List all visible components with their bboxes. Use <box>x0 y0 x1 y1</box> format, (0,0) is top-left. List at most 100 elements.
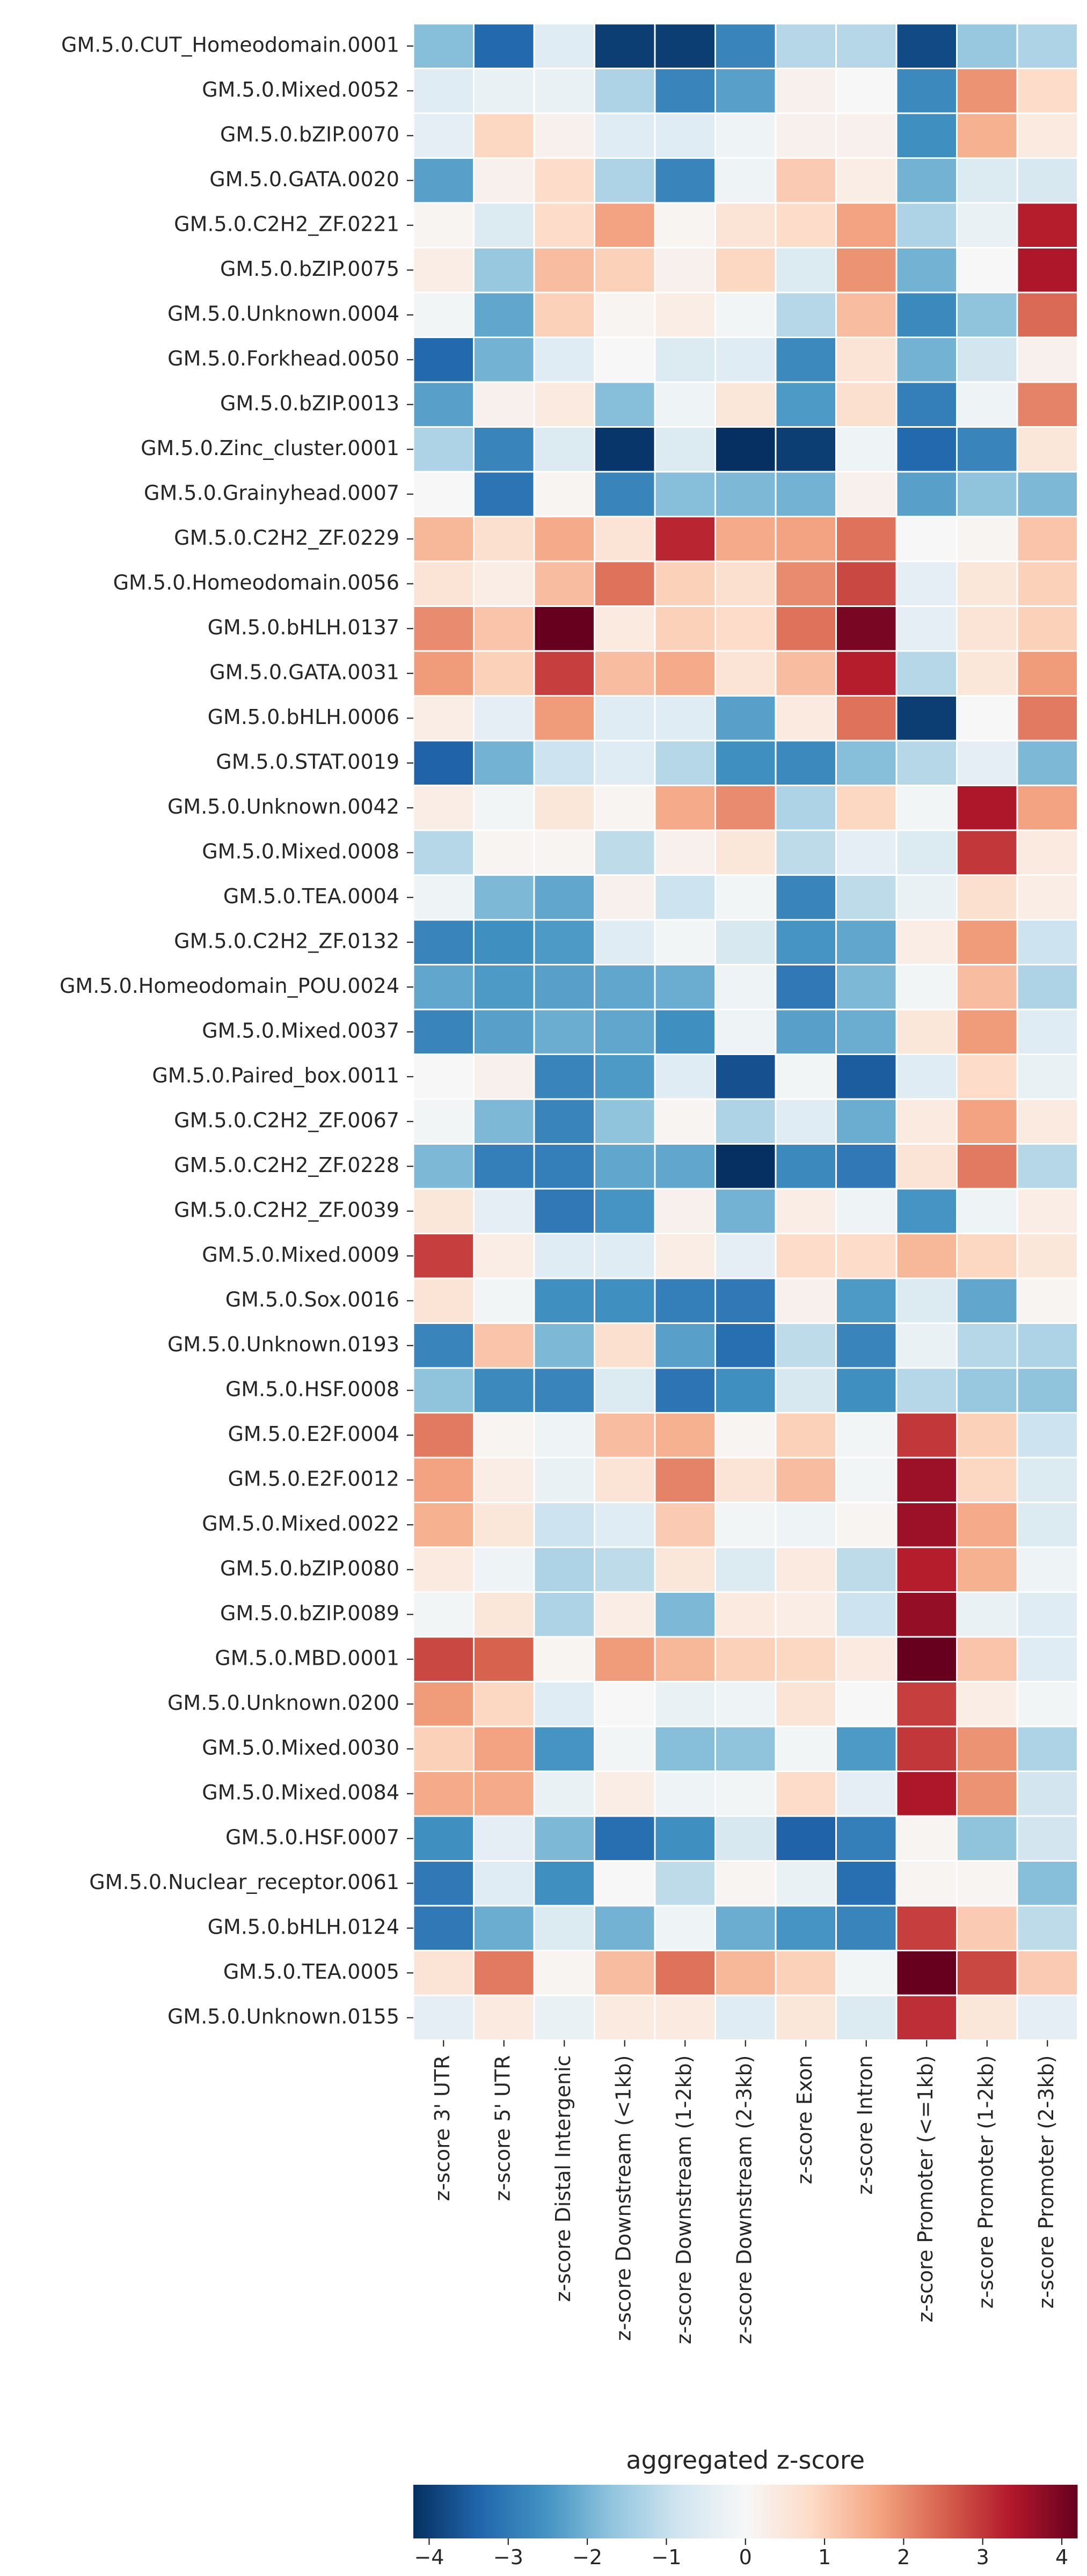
heatmap-cell <box>654 1725 716 1772</box>
heatmap-cell <box>835 1053 898 1100</box>
heatmap-cell <box>895 247 958 294</box>
heatmap-cell <box>775 1860 837 1907</box>
row-label: GM.5.0.Sox.0016 <box>225 1287 399 1311</box>
heatmap-cell <box>473 1994 535 2041</box>
heatmap-cell <box>533 1502 595 1548</box>
heatmap-cell <box>956 650 1018 697</box>
heatmap-cell <box>473 1277 535 1324</box>
heatmap-cell <box>594 336 656 383</box>
heatmap-cell <box>895 1860 958 1907</box>
heatmap-cell <box>473 23 535 69</box>
row-label: GM.5.0.Unknown.0193 <box>167 1333 399 1356</box>
heatmap-cell <box>714 919 777 965</box>
heatmap-cell <box>956 1725 1018 1772</box>
heatmap-cell <box>775 874 837 921</box>
heatmap-cell <box>835 1546 898 1593</box>
heatmap-cell <box>654 1815 716 1862</box>
heatmap-cell <box>835 1008 898 1055</box>
row-labels: GM.5.0.CUT_Homeodomain.0001 GM.5.0.Mixed.… <box>60 33 413 2028</box>
heatmap-cell <box>895 1994 958 2041</box>
heatmap-cell <box>956 1950 1018 1996</box>
heatmap-cell <box>654 202 716 248</box>
row-label: GM.5.0.Forkhead.0050 <box>167 347 399 370</box>
column-label: z-score Promoter (2-3kb) <box>1034 2055 1058 2309</box>
heatmap-cell <box>895 202 958 248</box>
heatmap-cell <box>412 202 475 248</box>
heatmap-cell <box>533 1994 595 2041</box>
heatmap-cell <box>1016 471 1078 517</box>
heatmap-cell <box>654 1770 716 1817</box>
heatmap-cell <box>412 1502 475 1548</box>
heatmap-cell <box>412 695 475 742</box>
heatmap-cell <box>654 516 716 562</box>
heatmap-cell <box>594 68 656 114</box>
heatmap-cell <box>654 1188 716 1234</box>
colorbar-ticks: −4 −3 −2 −1 0 1 2 3 4 <box>414 2538 1068 2569</box>
heatmap-cell <box>714 1636 777 1682</box>
heatmap-cell <box>412 1053 475 1100</box>
heatmap-cell <box>895 1591 958 1638</box>
heatmap-cell <box>412 1636 475 1682</box>
heatmap-cell <box>594 1188 656 1234</box>
heatmap-cell <box>956 695 1018 742</box>
heatmap-cell <box>775 1591 837 1638</box>
row-label: GM.5.0.bHLH.0006 <box>208 705 399 729</box>
row-label: GM.5.0.Unknown.0004 <box>167 302 399 325</box>
heatmap-cell <box>956 560 1018 607</box>
heatmap-cell <box>594 874 656 921</box>
heatmap-cell <box>714 829 777 876</box>
heatmap-cell <box>895 695 958 742</box>
heatmap-cell <box>412 1457 475 1503</box>
heatmap-cell <box>654 919 716 965</box>
heatmap-cell <box>714 112 777 159</box>
heatmap-cell <box>412 919 475 965</box>
heatmap-cell <box>1016 1143 1078 1190</box>
heatmap-cell <box>533 1591 595 1638</box>
heatmap-cell <box>895 1546 958 1593</box>
heatmap-cell <box>654 1994 716 2041</box>
heatmap-cell <box>1016 1367 1078 1414</box>
heatmap-cell <box>473 1546 535 1593</box>
heatmap-cell <box>714 1502 777 1548</box>
heatmap-cell <box>956 919 1018 965</box>
heatmap-cell <box>1016 381 1078 428</box>
heatmap-cell <box>1016 1770 1078 1817</box>
heatmap-cell <box>473 202 535 248</box>
heatmap-cell <box>835 829 898 876</box>
heatmap-cell <box>895 1815 958 1862</box>
heatmap-cell <box>714 560 777 607</box>
row-label: GM.5.0.E2F.0004 <box>228 1422 399 1446</box>
heatmap-cell <box>895 381 958 428</box>
row-label: GM.5.0.bHLH.0137 <box>208 616 399 639</box>
heatmap-cell <box>775 1770 837 1817</box>
heatmap-cell <box>895 1457 958 1503</box>
colorbar-tick-label: −2 <box>572 2545 602 2569</box>
heatmap-cell <box>956 426 1018 473</box>
heatmap-cell <box>533 1636 595 1682</box>
heatmap-cell <box>533 1412 595 1459</box>
heatmap-cell <box>594 112 656 159</box>
heatmap-cell <box>956 471 1018 517</box>
heatmap-cell <box>654 605 716 652</box>
colorbar-gradient <box>413 2485 1078 2538</box>
heatmap-cell <box>835 1994 898 2041</box>
heatmap-cell <box>654 1636 716 1682</box>
heatmap-cell <box>654 1143 716 1190</box>
heatmap-cell <box>775 605 837 652</box>
heatmap-cell <box>1016 1725 1078 1772</box>
heatmap-cell <box>473 1008 535 1055</box>
heatmap-cell <box>956 112 1018 159</box>
heatmap-cell <box>775 829 837 876</box>
heatmap-cell <box>775 1457 837 1503</box>
heatmap-cell <box>775 291 837 338</box>
colorbar-tick-label: 1 <box>818 2545 831 2569</box>
heatmap-cell <box>473 1367 535 1414</box>
heatmap-cell <box>895 1098 958 1145</box>
row-label: GM.5.0.HSF.0007 <box>225 1825 399 1849</box>
heatmap-cell <box>473 1770 535 1817</box>
heatmap-cell <box>775 516 837 562</box>
heatmap-cell <box>1016 785 1078 831</box>
heatmap-cell <box>1016 560 1078 607</box>
heatmap-cell <box>654 112 716 159</box>
heatmap-cell <box>412 785 475 831</box>
